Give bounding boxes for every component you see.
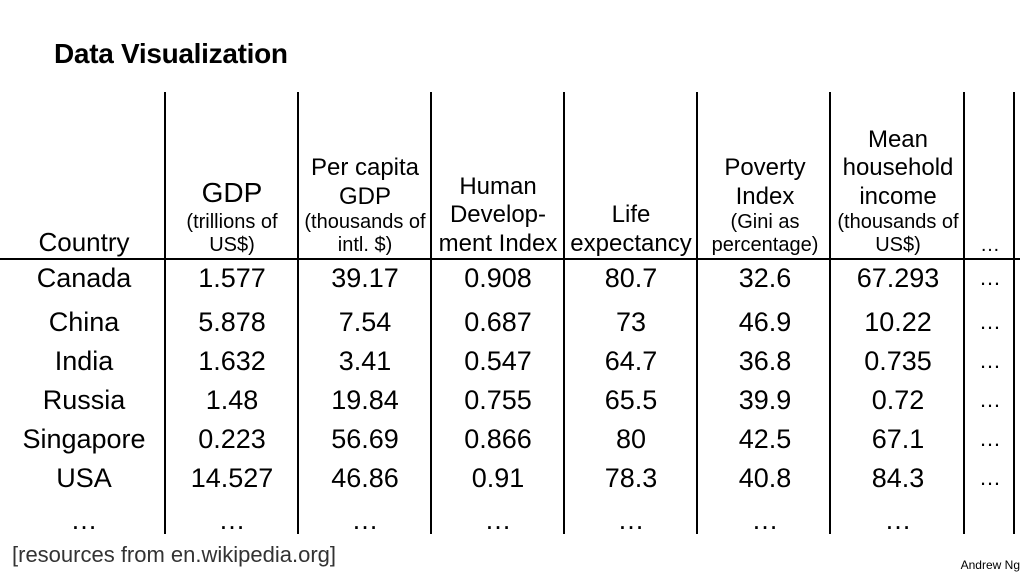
table-cell: 80 [615,424,647,454]
column-header-unit: (Gini as percentage) [711,210,819,257]
table-cell: 42.5 [738,424,792,454]
table-cell: 7.54 [338,307,392,337]
table-cell: 78.3 [604,463,658,493]
table-cell: 64.7 [604,346,658,376]
column-header-title: … [980,234,1000,257]
column-divider [963,92,965,534]
table-cell: 84.3 [871,463,925,493]
table-cell: … [979,426,1001,451]
table-cell: 56.69 [331,424,399,454]
column-header-title: Country [38,227,130,258]
country-cell: USA [56,463,112,493]
table-cell: … [617,505,645,535]
country-cell: India [54,346,114,376]
table-cell: … [351,505,379,535]
table-cell: 14.527 [190,463,274,493]
column-header-title: GDP [201,176,263,208]
table-cell: 36.8 [738,346,792,376]
header-divider [0,258,1020,260]
table-cell: … [979,387,1001,412]
table-cell: 0.72 [871,385,925,415]
country-cell: Singapore [22,424,146,454]
column-header: Human Develop-ment Index [431,173,565,258]
table-cell: 0.908 [464,263,532,293]
table-cell: 73 [615,307,647,337]
table-cell: 0.91 [471,463,525,493]
table-cell: 67.293 [856,263,940,293]
country-cell: … [70,505,98,535]
table-cell: … [979,465,1001,490]
table-cell: 46.9 [738,307,792,337]
column-header: Life expectancy [566,201,696,258]
table-cell: 0.547 [464,346,532,376]
column-divider [430,92,432,534]
column-divider [1013,92,1015,534]
column-divider [696,92,698,534]
table-cell: … [884,505,912,535]
column-header-title: Per capita GDP [310,154,420,210]
table-cell: 40.8 [738,463,792,493]
table-cell: 80.7 [604,263,658,293]
table-cell: … [751,505,779,535]
table-cell: … [218,505,246,535]
table-cell: 0.223 [198,424,266,454]
column-header: … [966,234,1014,258]
table-cell: 39.9 [738,385,792,415]
table-cell: 0.755 [464,385,532,415]
table-cell: 5.878 [198,307,266,337]
table-cell: 32.6 [738,263,792,293]
column-header-unit: (thousands of US$) [837,210,959,257]
table-cell: 3.41 [338,346,392,376]
column-header-title: Mean household income [842,125,954,210]
table-cell: 10.22 [864,307,932,337]
table-cell: 0.735 [864,346,932,376]
table-cell: … [979,309,1001,334]
table-cell: … [979,348,1001,373]
column-divider [563,92,565,534]
source-note: [resources from en.wikipedia.org] [12,542,337,567]
column-divider [297,92,299,534]
table-cell: 1.48 [205,385,259,415]
table-cell: … [484,505,512,535]
column-header-unit: (thousands of intl. $) [304,210,426,257]
table-cell: 0.687 [464,307,532,337]
column-divider [829,92,831,534]
slide-title: Data Visualization [54,38,288,69]
column-header: Per capita GDP (thousands of intl. $) [300,154,430,258]
table-cell: 39.17 [331,263,399,293]
column-header-title: Poverty Index [724,154,806,210]
table-cell: 67.1 [871,424,925,454]
column-header: Mean household income (thousands of US$) [833,126,963,258]
country-cell: China [48,307,120,337]
column-header-unit: (trillions of US$) [186,210,278,257]
country-cell: Russia [42,385,126,415]
table-cell: … [979,265,1001,290]
column-header: GDP (trillions of US$) [168,176,296,258]
table-cell: 65.5 [604,385,658,415]
country-cell: Canada [36,263,132,293]
table-cell: 1.632 [198,346,266,376]
table-cell: 1.577 [198,263,266,293]
author-credit: Andrew Ng [960,558,1020,572]
column-header-title: Life expectancy [570,201,692,257]
table-cell: 19.84 [331,385,399,415]
column-header: Country [9,227,159,258]
table-cell: 46.86 [331,463,399,493]
column-header: Poverty Index (Gini as percentage) [700,154,830,258]
column-divider [164,92,166,534]
table-cell: 0.866 [464,424,532,454]
column-header-title: Human Develop-ment Index [438,173,558,257]
